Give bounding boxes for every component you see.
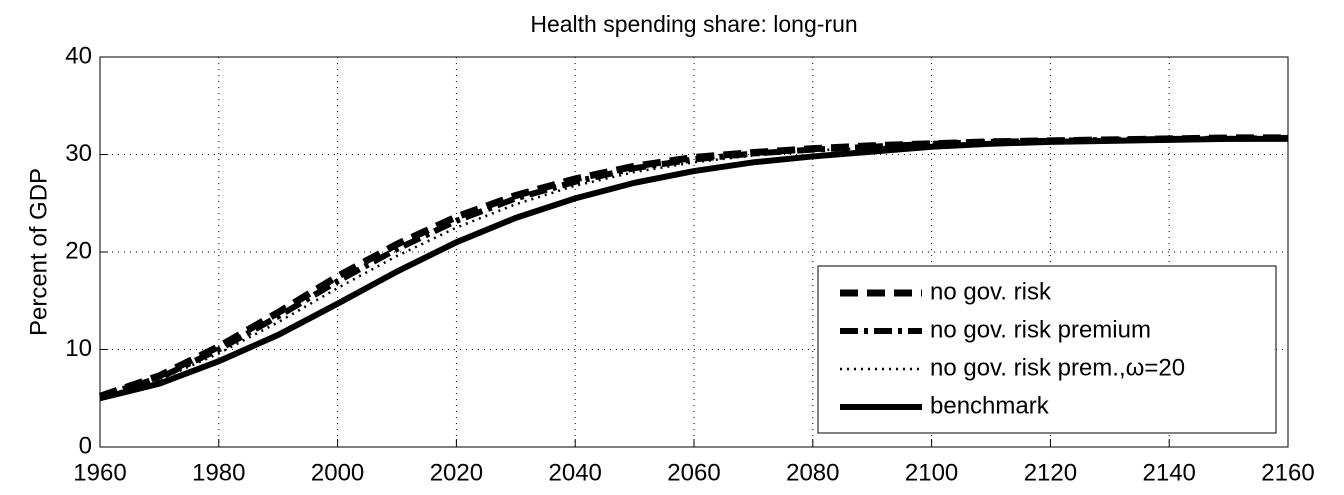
y-axis-label: Percent of GDP: [25, 168, 52, 336]
x-tick-label: 2040: [549, 459, 602, 486]
x-tick-label: 2100: [905, 459, 958, 486]
series-line: [99, 134, 1289, 400]
series-line: [99, 135, 1288, 402]
x-tick-label: 2020: [430, 459, 483, 486]
x-tick-label: 1980: [192, 459, 245, 486]
x-tick-label: 2120: [1024, 459, 1077, 486]
x-tick-label: 2080: [786, 459, 839, 486]
y-tick-label: 30: [65, 140, 92, 167]
y-tick-label: 0: [79, 432, 92, 459]
x-tick-label: 1960: [73, 459, 126, 486]
x-tick-label: 2140: [1143, 459, 1196, 486]
chart-title: Health spending share: long-run: [530, 11, 857, 37]
x-tick-label: 2000: [311, 459, 364, 486]
legend-label: no gov. risk: [930, 278, 1052, 305]
x-tick-label: 2160: [1261, 459, 1314, 486]
y-tick-label: 20: [65, 237, 92, 264]
y-tick-label: 40: [65, 42, 92, 69]
plot-frame: [99, 56, 1289, 448]
y-tick-label: 10: [65, 335, 92, 362]
legend-label: no gov. risk premium: [930, 316, 1151, 343]
x-tick-label: 2060: [667, 459, 720, 486]
legend-label: benchmark: [930, 392, 1050, 419]
legend-label: no gov. risk prem.,ω=20: [930, 354, 1185, 381]
